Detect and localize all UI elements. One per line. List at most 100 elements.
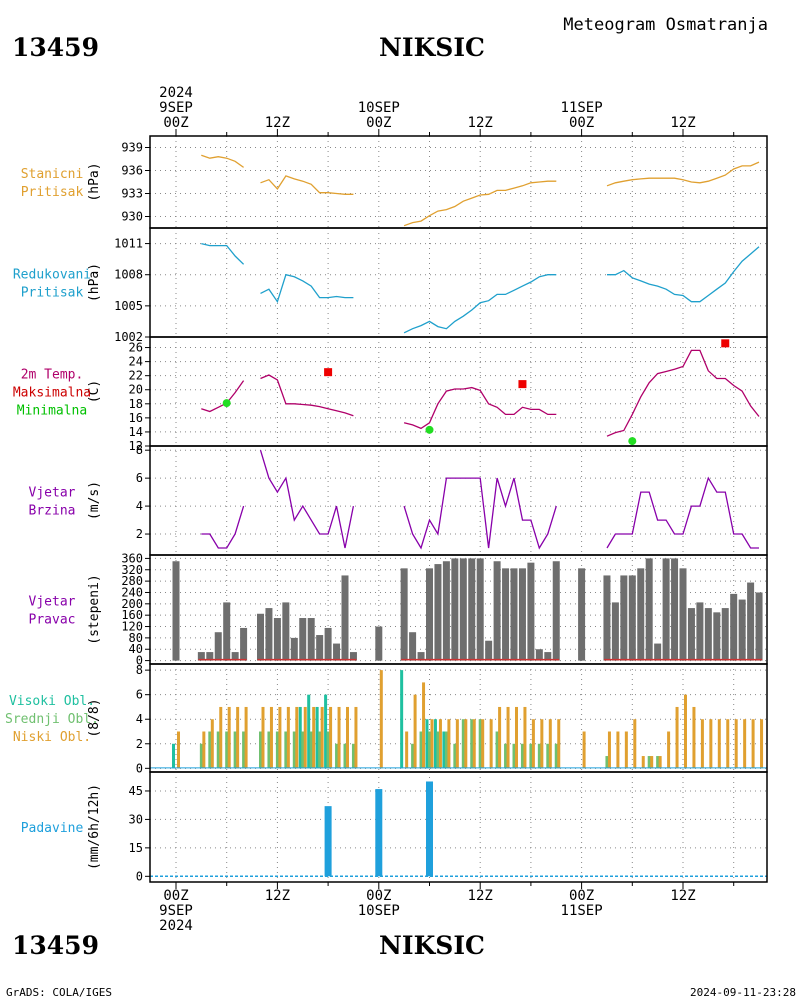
mid-cloud-bar <box>267 731 271 769</box>
y-tick-label: 24 <box>129 355 143 369</box>
series-line <box>403 386 557 430</box>
meteogram-title: Meteogram Osmatranja <box>563 15 768 35</box>
direction-bar <box>349 652 357 661</box>
y-tick-label: 4 <box>136 712 143 726</box>
direction-bar <box>206 652 214 661</box>
direction-bar <box>231 652 239 661</box>
top-time-label: 12Z <box>468 115 493 131</box>
top-time-label: 11SEP <box>561 100 603 116</box>
low-cloud-bar <box>692 706 696 769</box>
low-cloud-bar <box>540 719 544 769</box>
low-cloud-bar <box>286 706 290 769</box>
station-id-bottom: 13459 <box>12 931 99 960</box>
low-cloud-bar <box>726 719 730 769</box>
direction-bar <box>307 618 315 661</box>
low-cloud-bar <box>438 719 442 769</box>
panel-label: Pravac <box>29 613 76 628</box>
mid-cloud-bar <box>546 743 550 769</box>
mid-cloud-bar <box>318 731 322 769</box>
panel-label: Pritisak <box>21 185 84 200</box>
y-tick-label: 22 <box>129 369 143 383</box>
direction-bar <box>442 561 450 661</box>
low-cloud-bar <box>354 706 358 769</box>
mid-cloud-bar <box>470 719 474 769</box>
mid-cloud-bar <box>259 731 262 769</box>
direction-bar <box>240 627 248 661</box>
top-time-label: 9SEP <box>159 100 193 116</box>
series-line <box>260 273 354 304</box>
direction-bar <box>400 568 408 661</box>
y-tick-label: 6 <box>136 688 143 702</box>
y-tick-label: 12 <box>129 439 143 453</box>
mid-cloud-bar <box>537 743 541 769</box>
low-cloud-bar <box>734 719 738 769</box>
direction-bar <box>459 558 467 661</box>
series-line <box>201 242 245 265</box>
direction-bar <box>451 558 459 661</box>
y-tick-label: 930 <box>121 210 143 224</box>
direction-bar <box>197 652 205 661</box>
series-line <box>607 246 760 303</box>
low-cloud-bar <box>261 706 265 769</box>
panel-label: Srednji Obl. <box>5 712 99 727</box>
max-temp-marker <box>324 368 333 377</box>
low-cloud-bar <box>582 731 586 769</box>
mid-cloud-bar <box>520 743 524 769</box>
direction-bar <box>687 608 695 661</box>
low-cloud-bar <box>447 719 451 769</box>
mid-cloud-bar <box>309 731 313 769</box>
direction-bar <box>747 582 755 661</box>
direction-bar <box>502 568 510 661</box>
panel-label: Visoki Obl. <box>9 694 95 709</box>
series-line <box>403 274 557 334</box>
mid-cloud-bar <box>428 731 431 769</box>
timestamp-text: 2024-09-11-23:28 <box>690 986 796 999</box>
low-cloud-bar <box>515 706 518 769</box>
direction-bar <box>679 568 687 661</box>
y-tick-label: 280 <box>121 574 143 588</box>
direction-bar <box>223 602 231 661</box>
low-cloud-bar <box>295 706 299 769</box>
high-cloud-bar <box>442 731 446 769</box>
low-cloud-bar <box>658 756 662 769</box>
low-cloud-bar <box>700 719 704 769</box>
series-line <box>201 505 245 549</box>
y-tick-label: 14 <box>129 425 143 439</box>
direction-bar <box>417 652 425 661</box>
series-line <box>260 374 354 417</box>
mid-cloud-bar <box>275 731 279 769</box>
low-cloud-bar <box>641 756 645 769</box>
y-tick-label: 933 <box>121 187 143 201</box>
bottom-time-label: 10SEP <box>358 903 400 919</box>
direction-bar <box>273 618 281 661</box>
high-cloud-bar <box>315 706 319 769</box>
y-tick-label: 160 <box>121 608 143 622</box>
direction-bar <box>628 575 636 661</box>
low-cloud-bar <box>430 719 434 769</box>
top-time-label: 00Z <box>163 115 188 131</box>
y-axis-label: (hPa) <box>87 162 102 201</box>
direction-bar <box>713 612 721 661</box>
panels-group: 939936933930(hPa)StanicniPritisak1011100… <box>5 135 768 883</box>
top-time-label: 2024 <box>159 85 193 101</box>
panel-frame <box>149 771 768 883</box>
bottom-time-label: 12Z <box>265 888 290 904</box>
direction-bar <box>527 562 535 661</box>
low-cloud-bar <box>633 719 637 769</box>
high-cloud-bar <box>298 706 302 769</box>
low-cloud-bar <box>531 719 535 769</box>
mid-cloud-bar <box>208 731 212 769</box>
low-cloud-bar <box>472 719 476 769</box>
low-cloud-bar <box>717 719 721 769</box>
low-cloud-bar <box>675 706 679 769</box>
mid-cloud-bar <box>284 731 288 769</box>
direction-bar <box>282 602 290 661</box>
direction-bar <box>434 564 442 661</box>
y-tick-label: 939 <box>121 141 143 155</box>
y-tick-label: 30 <box>129 812 143 826</box>
mid-cloud-bar <box>647 756 651 769</box>
y-tick-label: 0 <box>136 654 143 668</box>
panel-label: Stanicni <box>21 167 84 182</box>
